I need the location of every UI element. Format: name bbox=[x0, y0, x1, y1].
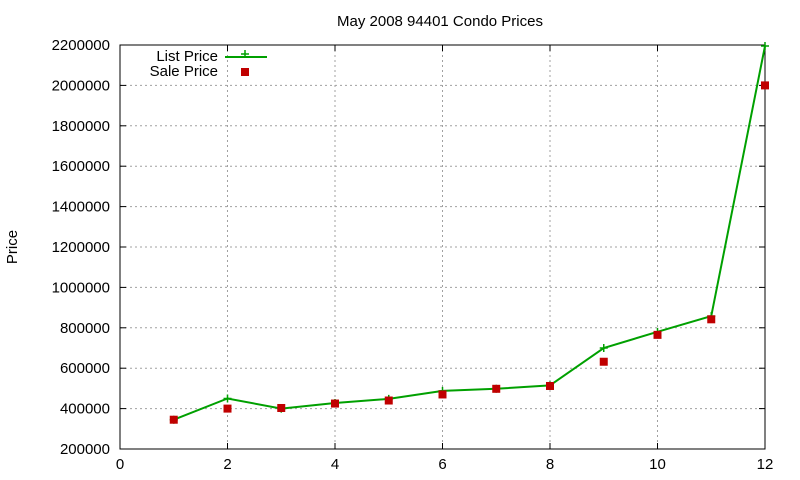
list-price-line bbox=[173, 45, 766, 421]
sale-price-point bbox=[331, 399, 339, 408]
y-tick-label: 600000 bbox=[60, 360, 110, 377]
sale-price-point bbox=[707, 315, 716, 324]
sale-price-point bbox=[546, 381, 554, 390]
y-tick-label: 2200000 bbox=[52, 37, 110, 54]
y-tick-label: 1400000 bbox=[52, 199, 110, 216]
sale-price-point bbox=[223, 404, 232, 413]
x-tick-label: 2 bbox=[223, 456, 231, 473]
x-tick-label: 10 bbox=[649, 456, 666, 473]
sale-price-point bbox=[277, 403, 286, 412]
sale-price-point bbox=[438, 390, 447, 399]
x-tick-label: 4 bbox=[331, 456, 339, 473]
legend-marker-sale-price bbox=[241, 68, 249, 76]
chart-title: May 2008 94401 Condo Prices bbox=[337, 13, 543, 30]
sale-price-point bbox=[169, 415, 178, 424]
y-axis-label: Price bbox=[4, 230, 21, 264]
y-tick-label: 1200000 bbox=[52, 239, 110, 256]
y-tick-label: 1600000 bbox=[52, 158, 110, 175]
list-price-point bbox=[223, 394, 232, 403]
y-tick-label: 2000000 bbox=[52, 77, 110, 94]
x-tick-label: 8 bbox=[546, 456, 554, 473]
legend-label-list-price: List Price bbox=[156, 48, 218, 65]
list-price-point bbox=[761, 42, 769, 51]
y-tick-label: 1800000 bbox=[52, 118, 110, 135]
legend-label-sale-price: Sale Price bbox=[150, 63, 218, 80]
y-tick-label: 800000 bbox=[60, 320, 110, 337]
list-price-point bbox=[599, 344, 608, 352]
x-tick-label: 6 bbox=[438, 456, 446, 473]
sale-price-point bbox=[599, 357, 608, 366]
y-tick-label: 1000000 bbox=[52, 279, 110, 296]
sale-price-point bbox=[492, 384, 501, 393]
series bbox=[169, 42, 769, 424]
sale-price-point bbox=[653, 330, 662, 339]
legend-marker-list-price bbox=[241, 50, 249, 58]
x-tick-label: 12 bbox=[757, 456, 774, 473]
sale-price-point bbox=[384, 396, 393, 405]
legend: List Price Sale Price bbox=[150, 48, 267, 80]
y-tick-label: 200000 bbox=[60, 441, 110, 458]
y-tick-label: 400000 bbox=[60, 401, 110, 418]
axis-ticks: 0 2 4 6 8 10 12 200000 400000 600000 800000 1000000… bbox=[52, 37, 774, 473]
sale-price-point bbox=[761, 81, 769, 90]
x-tick-label: 0 bbox=[116, 456, 124, 473]
